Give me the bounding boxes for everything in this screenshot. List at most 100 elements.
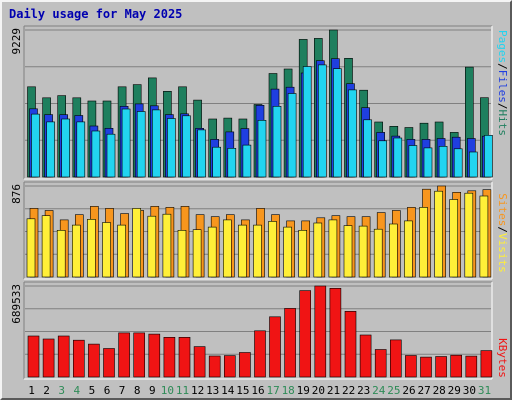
bar-visits [162,213,172,278]
bar-kbytes [480,350,493,378]
bar-visits [177,230,187,278]
bar-kbytes [178,336,191,378]
bar-pages [348,89,357,178]
bar-visits [479,195,489,278]
day-label: 4 [73,384,80,397]
bar-pages [106,133,116,178]
bar-visits [283,226,292,278]
bar-pages [468,151,478,178]
panel-middle: 876 [10,181,493,280]
panel-top: 9229 [10,25,493,180]
day-label: 5 [89,384,96,397]
bar-pages [423,147,433,178]
bar-kbytes [344,310,357,378]
day-label: 23 [357,384,370,397]
day-label: 25 [387,384,400,397]
bar-visits [358,225,368,278]
bar-pages [317,64,327,178]
bar-pages [197,129,206,178]
bar-visits [102,222,111,278]
day-label: 10 [161,384,174,397]
legend-entry: / [496,63,509,70]
bar-visits [192,229,202,278]
bar-visits [117,224,126,278]
bar-pages [257,120,267,178]
y-axis-max-label: 9229 [10,28,23,55]
bar-visits [419,207,428,278]
bar-kbytes [389,339,402,378]
day-label: 27 [417,384,430,397]
day-label: 7 [119,384,126,397]
bar-kbytes [435,356,447,378]
bar-kbytes [42,338,55,378]
bar-pages [272,106,282,178]
bar-pages [136,111,146,178]
bar-visits [449,199,459,278]
day-label: 29 [448,384,461,397]
bar-kbytes [163,336,176,378]
bar-pages [484,135,493,178]
bar-pages [152,109,161,178]
bar-kbytes [254,330,266,378]
bar-kbytes [88,343,100,378]
bar-pages [167,118,176,178]
bar-kbytes [27,335,40,378]
bar-pages [227,148,237,178]
bar-visits [298,230,308,278]
bar-visits [72,224,81,278]
bar-pages [393,137,403,178]
panel-bottom: 689533 [10,281,493,380]
bar-visits [223,219,232,278]
bar-pages [453,148,463,178]
bar-visits [132,208,141,278]
legend-entry: Sites [496,193,509,226]
bar-pages [242,144,252,178]
bar-pages [408,145,418,178]
day-label: 2 [43,384,50,397]
bar-visits [26,218,36,278]
bar-visits [464,192,474,278]
day-label: 21 [327,384,340,397]
bar-kbytes [148,333,161,378]
bar-visits [404,220,413,278]
day-label: 12 [191,384,204,397]
day-label: 16 [251,384,264,397]
legend-entry: Visits [496,233,509,273]
legend-entry: Hits [496,110,509,137]
bar-kbytes [239,352,251,378]
bar-pages [438,146,448,178]
bar-kbytes [208,355,221,378]
legend-entry: Files [496,70,509,103]
bar-pages [61,118,71,178]
bar-kbytes [359,334,372,378]
bar-visits [56,230,66,278]
bar-visits [313,222,323,278]
bar-pages [302,66,312,178]
bar-kbytes [450,354,463,378]
day-label: 15 [236,384,249,397]
bar-visits [147,215,157,278]
bar-pages [46,121,55,178]
bar-visits [268,221,277,278]
bar-kbytes [405,355,417,378]
day-label: 18 [282,384,295,397]
day-label: 14 [221,384,235,397]
bar-visits [238,224,247,278]
legend-pages-files-hits: Pages/Files/Hits [496,30,509,136]
day-label: 26 [402,384,415,397]
legend-entry: Pages [496,30,509,63]
day-label: 8 [134,384,141,397]
bar-kbytes [465,355,478,378]
legend-entry: / [496,226,509,233]
bar-visits [253,224,262,278]
day-label: 28 [433,384,446,397]
legend-kbytes: KBytes [496,338,509,378]
day-label: 30 [463,384,476,397]
day-label: 13 [206,384,219,397]
bar-kbytes [73,339,85,378]
bar-pages [212,146,221,178]
bar-kbytes [299,290,312,378]
day-label: 11 [176,384,189,397]
